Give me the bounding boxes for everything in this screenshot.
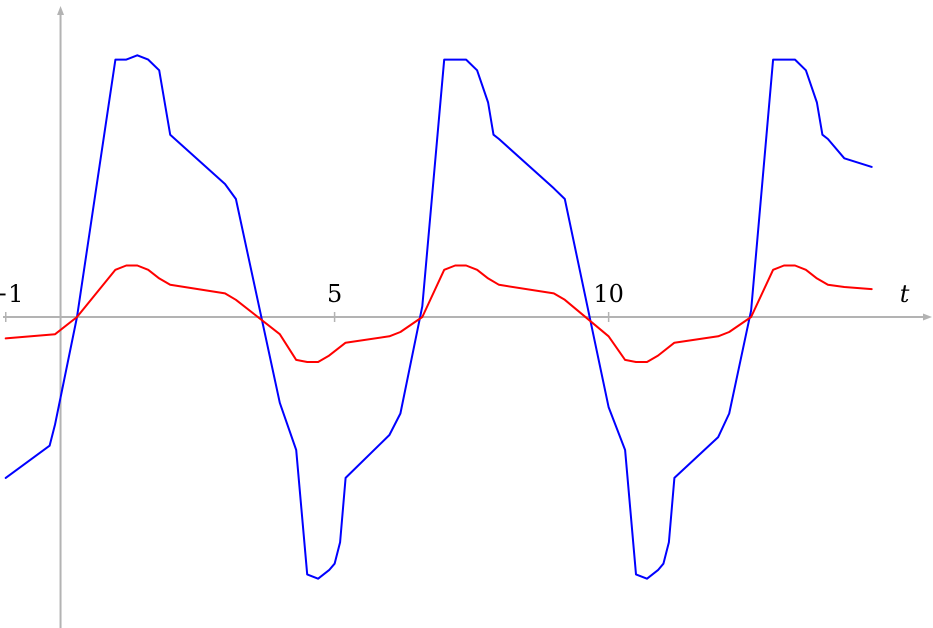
- x-tick-label: 10: [593, 280, 624, 308]
- axes: [3, 6, 932, 628]
- y-axis-arrow: [57, 6, 65, 15]
- tick-layer: −1 5 10: [0, 280, 624, 322]
- x-tick-label: 5: [327, 280, 342, 308]
- x-axis-label: t: [900, 280, 910, 308]
- series-layer: [4, 54, 873, 580]
- x-tick-label: −1: [0, 280, 23, 308]
- series-line-1: [4, 54, 873, 580]
- x-axis-arrow: [923, 313, 932, 321]
- series-line-2: [4, 264, 873, 363]
